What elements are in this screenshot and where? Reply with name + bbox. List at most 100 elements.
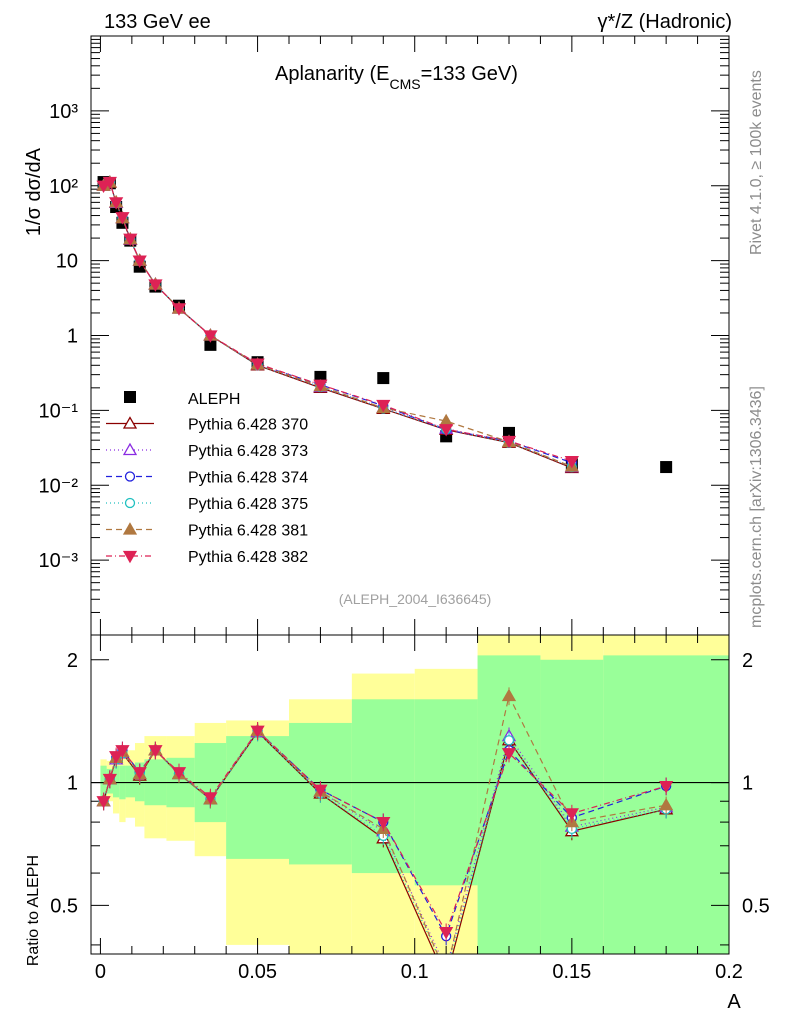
legend-marker [122,442,138,456]
ratio-plot: 0.5 0.5 1 1 2 2 0 0.05 0.1 0.15 0.2 [50,635,770,984]
ratio-series-point [659,797,674,811]
legend-label: Pythia 6.428 374 [188,470,308,487]
ratio-y-tick-label-right: 2 [742,650,753,672]
mc-series-line [103,181,573,462]
ratio-y-tick-label: 1 [67,773,78,795]
legend: ALEPH Pythia 6.428 370 Pythia 6.428 373 Pyt… [106,391,308,566]
ratio-series-point [171,767,187,780]
ratio-series-point [102,773,117,787]
uncertainty-band-green [226,736,289,859]
ratio-series-point [503,735,515,746]
legend-label: Pythia 6.428 382 [188,549,308,566]
main-y-axis-title: 1/σ dσ/dA [23,147,45,236]
main-y-tick-label: 10 [56,251,78,273]
uncertainty-band-green [125,765,135,798]
uncertainty-band-green [414,699,478,886]
ratio-y-tick-label-right: 1 [742,773,753,795]
main-y-tick-label: 10³ [49,101,78,123]
ratio-series-line [103,731,667,954]
mc-series-point [171,303,187,316]
main-y-tick-label: 10⁻³ [39,550,79,572]
mc-series-line [103,181,573,468]
mc-series-point [109,197,124,210]
ratio-plot-frame [90,634,730,955]
ratio-series-point [132,767,147,780]
legend-marker-aleph [124,391,136,403]
mc-series-point [203,330,218,343]
mc-series-line [103,181,573,468]
mc-series-line [103,181,573,469]
legend-marker [122,550,138,564]
legend-marker [124,471,136,482]
ratio-series-point [250,725,265,739]
ratio-series-point [148,745,163,758]
main-y-tick-label: 10⁻¹ [39,400,79,422]
mc-series-point [132,255,147,268]
legend-label: Pythia 6.428 381 [188,523,308,540]
ratio-series-point [440,968,452,979]
mc-series-point [313,379,328,393]
mc-series-point [123,233,138,247]
ratio-series-point [115,745,130,758]
analysis-id-label: (ALEPH_2004_I636645) [339,591,492,607]
mc-series-point [96,180,111,194]
mc-series-point [102,176,117,190]
plot-title-tail: =133 GeV) [421,63,518,85]
mc-series-point [115,212,130,225]
ratio-series-point [439,926,454,940]
legend-label: Pythia 6.428 370 [188,417,308,434]
ratio-series-point [501,748,517,761]
ratio-series-group [96,687,674,984]
header-right-label: γ*/Z (Hadronic) [598,11,732,33]
legend-marker [124,497,136,509]
legend-marker [122,522,138,535]
mc-series-line [103,181,573,468]
mc-series-point [250,358,265,372]
ratio-series-point [659,780,674,794]
ratio-series-point [203,792,218,805]
x-tick-label: 0.05 [238,961,277,983]
plot-title: Aplanarity (ECMS=133 GeV) [275,63,518,92]
mc-series-point [501,435,517,449]
ratio-series-point [501,688,517,702]
x-tick-label: 0.1 [401,961,429,983]
main-y-tick-label: 1 [67,326,78,348]
ratio-series-point [440,973,452,984]
x-axis-title: A [727,991,741,1013]
ratio-series-point [376,816,391,830]
ratio-series-point [440,963,452,974]
plot-title-main: Aplanarity (E [275,63,390,85]
ratio-y-tick-label: 0.5 [50,895,78,917]
main-plot-frame [90,35,730,636]
ratio-series-point [442,969,451,978]
aleph-data-point [204,338,217,351]
aleph-data-point [377,372,390,385]
legend-label: Pythia 6.428 375 [188,496,308,513]
ratio-series-point [109,751,124,764]
main-plot: 10⁻³ 10⁻² 10⁻¹ 1 10 10² 10³ [39,36,730,636]
mc-series-point [439,424,454,437]
ratio-series-point [313,784,328,798]
x-tick-label: 0 [95,961,106,983]
mc-series-point [148,279,163,292]
rivet-version-label: Rivet 4.1.0, ≥ 100k events [748,70,765,255]
ratio-y-tick-label: 2 [67,650,78,672]
mc-series-point [564,455,579,469]
uncertainty-band-green [477,655,541,954]
header-left-label: 133 GeV ee [104,11,211,33]
mc-series-point [376,399,391,413]
mc-series-line [103,181,573,464]
legend-marker [122,416,138,429]
main-y-tick-label: 10² [49,176,78,198]
ratio-series-point [96,796,111,809]
aleph-data-point [660,461,673,474]
ratio-y-axis-title: Ratio to ALEPH [25,855,42,966]
legend-label-aleph: ALEPH [188,391,240,408]
plot-title-subscript: CMS [390,76,421,92]
x-tick-label: 0.2 [715,961,743,983]
x-tick-label: 0.15 [552,961,591,983]
mcplots-reference-label: mcplots.cern.ch [arXiv:1306.3436] [748,386,765,628]
ratio-series-point [564,808,579,821]
legend-label: Pythia 6.428 373 [188,443,308,460]
